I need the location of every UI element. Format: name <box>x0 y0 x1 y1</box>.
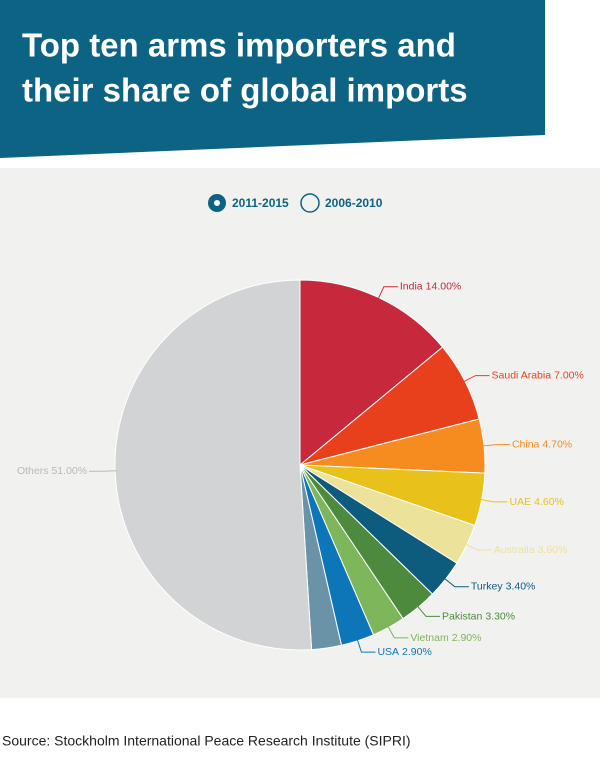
slice-value-label: 3.40% <box>506 580 536 592</box>
title-line: Top ten arms importers and <box>22 27 456 64</box>
slice-category: Others <box>17 465 49 477</box>
slice-category: Turkey <box>471 580 503 592</box>
slice-category: Australia <box>494 544 535 556</box>
slice-category: China <box>512 438 540 450</box>
legend-label[interactable]: 2006-2010 <box>325 196 383 210</box>
slice-value-label: 3.30% <box>485 610 515 622</box>
slice-category: UAE <box>510 496 532 508</box>
slice-value-label: 2.90% <box>452 632 482 644</box>
legend-label[interactable]: 2011-2015 <box>232 196 289 210</box>
source: Source: Stockholm International Peace Re… <box>2 733 411 749</box>
slice-category: Pakistan <box>442 610 482 622</box>
slice-value-label: 51.00% <box>51 465 87 477</box>
slice-category: India <box>400 281 423 293</box>
slice-value-label: 7.00% <box>554 369 584 381</box>
slice-category: Vietnam <box>410 632 449 644</box>
slice-value-label: 3.60% <box>538 544 568 556</box>
slice-value-label: 2.90% <box>402 646 432 658</box>
slice-category: Saudi Arabia <box>492 369 552 381</box>
slice-value-label: 4.70% <box>542 438 572 450</box>
legend-radio-dot <box>214 200 220 206</box>
slice-value-label: 14.00% <box>426 281 462 293</box>
slice-value-label: 4.60% <box>534 496 564 508</box>
title-line: their share of global imports <box>22 72 468 109</box>
slice-category: USA <box>377 646 399 658</box>
